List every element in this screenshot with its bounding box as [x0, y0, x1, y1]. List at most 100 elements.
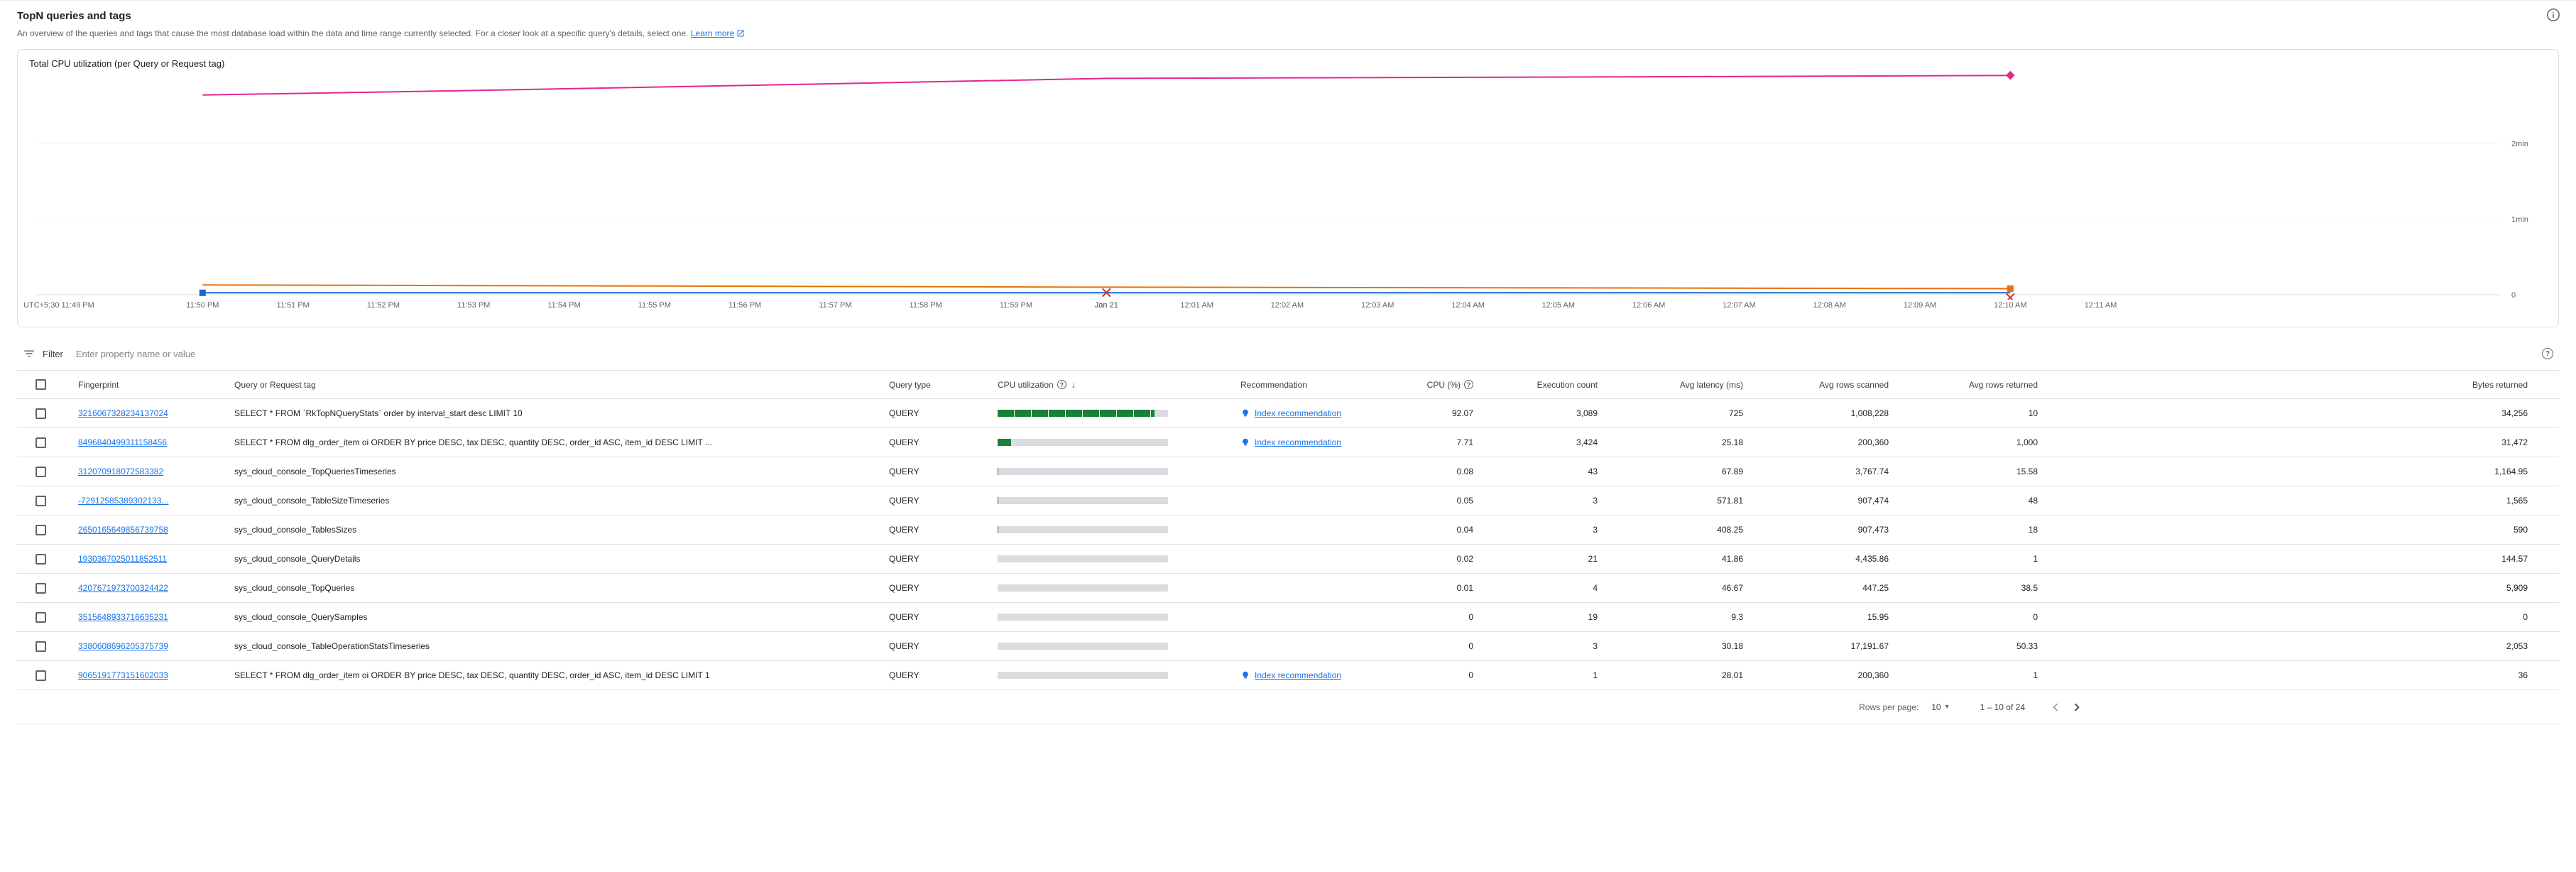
- query-text: sys_cloud_console_QuerySamples: [234, 612, 368, 622]
- x-axis-tick-label: 11:54 PM: [547, 301, 581, 310]
- cpu-utilization-bar: [998, 439, 1232, 446]
- col-cpu-utilization[interactable]: CPU utilization ? ↓: [998, 379, 1232, 390]
- execution-count-value: 3: [1593, 525, 1598, 535]
- fingerprint-link[interactable]: 8496840499311158456: [78, 437, 168, 447]
- col-avg-rows-returned[interactable]: Avg rows returned: [1968, 379, 2038, 390]
- fingerprint-link[interactable]: 3216067328234137024: [78, 408, 168, 418]
- index-recommendation-link[interactable]: Index recommendation: [1255, 437, 1342, 447]
- row-checkbox[interactable]: [36, 582, 46, 594]
- execution-count-value: 21: [1588, 554, 1598, 564]
- description-text: An overview of the queries and tags that…: [17, 28, 689, 38]
- row-checkbox[interactable]: [36, 524, 46, 535]
- row-checkbox[interactable]: [36, 641, 46, 652]
- bytes-returned-value: 1,565: [2506, 496, 2528, 506]
- cpu-utilization-bar: [998, 410, 1232, 417]
- bulb-icon: [1243, 671, 1248, 679]
- x-axis-tick-label: 11:57 PM: [819, 301, 852, 310]
- avg-rows-returned-value: 48: [2028, 496, 2038, 506]
- query-type: QUERY: [889, 525, 919, 535]
- fingerprint-link[interactable]: 1930367025011852511: [78, 554, 168, 564]
- col-recommendation[interactable]: Recommendation: [1240, 379, 1308, 390]
- filter-input[interactable]: [74, 347, 2536, 360]
- query-type: QUERY: [889, 437, 919, 447]
- recommendation-cell: Index recommendation: [1232, 408, 1424, 418]
- avg-latency-value: 571.81: [1717, 496, 1743, 506]
- pagination-range: 1 – 10 of 24: [1980, 702, 2025, 712]
- bytes-returned-value: 34,256: [2501, 408, 2528, 418]
- row-checkbox[interactable]: [36, 408, 46, 419]
- rows-per-page-select[interactable]: 10 ▾: [1931, 702, 1948, 712]
- row-checkbox[interactable]: [36, 553, 46, 565]
- index-recommendation-link[interactable]: Index recommendation: [1255, 408, 1342, 418]
- x-axis-tick-label: 11:51 PM: [276, 301, 310, 310]
- filter-bar: Filter ?: [17, 337, 2559, 370]
- x-axis-tick-label: 11:58 PM: [909, 301, 942, 310]
- info-icon[interactable]: [2546, 8, 2560, 22]
- col-avg-rows-scanned[interactable]: Avg rows scanned: [1819, 379, 1889, 390]
- table-help-icon[interactable]: ?: [2542, 348, 2553, 359]
- avg-rows-returned-value: 18: [2028, 525, 2038, 535]
- table-row: 3380608696205375739 sys_cloud_console_Tab…: [17, 632, 2559, 661]
- table-header-row: Fingerprint Query or Request tag Query t…: [17, 370, 2559, 399]
- bulb-icon: [1243, 409, 1248, 417]
- cpu-utilization-bar: [998, 672, 1232, 679]
- execution-count-value: 3,424: [1576, 437, 1598, 447]
- cpu-percent-value: 0: [1468, 612, 1473, 622]
- table-row: 9065191773151602033 SELECT * FROM dlg_ord…: [17, 661, 2559, 690]
- query-type: QUERY: [889, 496, 919, 506]
- table-footer: Rows per page: 10 ▾ 1 – 10 of 24: [17, 690, 2559, 724]
- query-text: sys_cloud_console_TableSizeTimeseries: [234, 496, 390, 506]
- col-cpu-percent-label: CPU (%): [1426, 379, 1461, 390]
- cpu-utilization-chart-card: Total CPU utilization (per Query or Requ…: [17, 49, 2559, 327]
- col-fingerprint[interactable]: Fingerprint: [78, 379, 119, 390]
- learn-more-link[interactable]: Learn more: [691, 28, 745, 38]
- sort-descending-icon[interactable]: ↓: [1071, 379, 1076, 390]
- fingerprint-link[interactable]: 2650165649856739758: [78, 525, 168, 535]
- avg-latency-value: 30.18: [1721, 641, 1743, 651]
- index-recommendation-link[interactable]: Index recommendation: [1255, 670, 1342, 680]
- fingerprint-link[interactable]: 4207671973700324422: [78, 583, 168, 593]
- fingerprint-link[interactable]: 3380608696205375739: [78, 641, 168, 651]
- fingerprint-link[interactable]: 9065191773151602033: [78, 670, 168, 680]
- col-query-type[interactable]: Query type: [889, 379, 931, 390]
- bytes-returned-value: 590: [2513, 525, 2528, 535]
- x-axis-tick-label: 11:56 PM: [728, 301, 762, 310]
- cpu-percent-help-icon[interactable]: ?: [1464, 380, 1473, 389]
- avg-latency-value: 408.25: [1717, 525, 1743, 535]
- row-checkbox[interactable]: [36, 611, 46, 623]
- learn-more-label: Learn more: [690, 28, 735, 38]
- header-checkbox-cell: [17, 379, 78, 390]
- query-text: sys_cloud_console_TablesSizes: [234, 525, 357, 535]
- query-text: sys_cloud_console_TopQueriesTimeseries: [234, 467, 396, 476]
- avg-rows-returned-value: 50.33: [2016, 641, 2038, 651]
- page-description: An overview of the queries and tags that…: [17, 28, 2559, 39]
- select-all-checkbox[interactable]: [36, 379, 46, 390]
- col-bytes-returned[interactable]: Bytes returned: [2472, 379, 2528, 390]
- cpu-percent-value: 0: [1468, 641, 1473, 651]
- row-checkbox[interactable]: [36, 466, 46, 477]
- row-checkbox[interactable]: [36, 670, 46, 681]
- prev-page-button[interactable]: [2045, 697, 2066, 718]
- cpu-utilization-bar: [998, 555, 1232, 562]
- cpu-percent-value: 0.08: [1456, 467, 1473, 476]
- row-checkbox[interactable]: [36, 495, 46, 506]
- col-execution-count[interactable]: Execution count: [1537, 379, 1598, 390]
- filter-icon: [23, 347, 36, 360]
- fingerprint-link[interactable]: -72912585389302133...: [78, 496, 169, 506]
- row-checkbox[interactable]: [36, 437, 46, 448]
- bytes-returned-value: 2,053: [2506, 641, 2528, 651]
- fingerprint-link[interactable]: 3515648933716635231: [78, 612, 168, 622]
- x-axis-tick-label: 12:04 AM: [1451, 301, 1485, 310]
- x-axis-tick-label: 11:59 PM: [999, 301, 1033, 310]
- col-query-or-request-tag[interactable]: Query or Request tag: [234, 379, 316, 390]
- x-axis-tick-label: 12:02 AM: [1270, 301, 1304, 310]
- bytes-returned-value: 31,472: [2501, 437, 2528, 447]
- col-cpu-percent[interactable]: CPU (%) ?: [1424, 380, 1473, 390]
- cpu-utilization-help-icon[interactable]: ?: [1057, 380, 1066, 389]
- fingerprint-link[interactable]: 312070918072583382: [78, 467, 164, 476]
- query-text: SELECT * FROM `RkTopNQueryStats` order b…: [234, 408, 523, 418]
- next-page-button[interactable]: [2066, 697, 2087, 718]
- col-avg-latency[interactable]: Avg latency (ms): [1679, 379, 1743, 390]
- svg-text:0: 0: [2511, 291, 2516, 300]
- filter-label[interactable]: Filter: [43, 348, 63, 359]
